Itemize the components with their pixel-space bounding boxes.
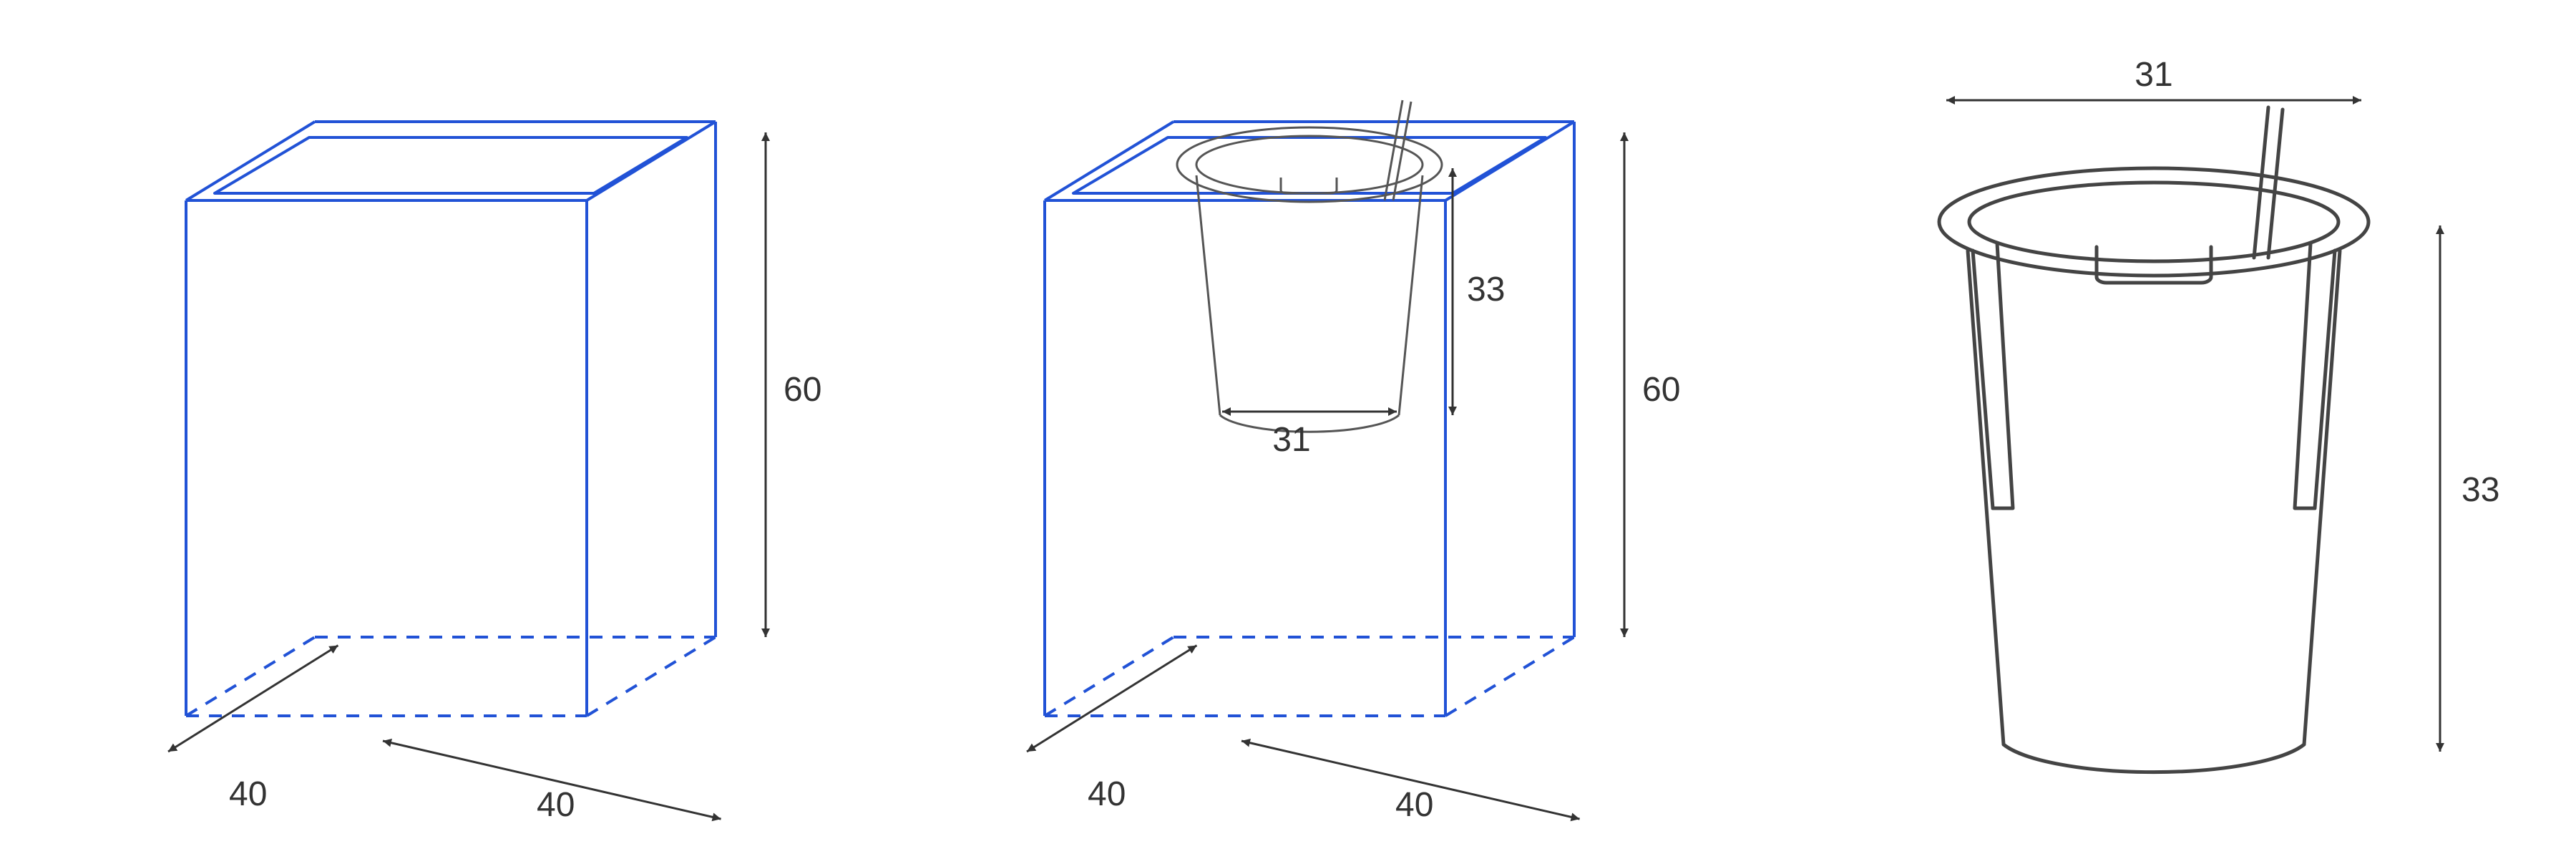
- diagram-canvas: 60 40 40: [0, 0, 2576, 859]
- dim-width: 40: [383, 741, 721, 824]
- view-cube-with-insert: 33 31 60 40 40: [1027, 100, 1680, 824]
- dim-width-2: 40: [1241, 741, 1580, 824]
- dim-height-2: 60: [1624, 132, 1680, 637]
- dim-height: 60: [766, 132, 821, 637]
- dim-height-label: 60: [784, 371, 821, 409]
- dim-insert-diameter-label: 31: [1272, 421, 1310, 459]
- dim-width-label: 40: [537, 786, 575, 824]
- dim-depth-label: 40: [229, 775, 267, 813]
- view-cube-plain: 60 40 40: [168, 122, 821, 824]
- view-pot-detail: 31 33: [1939, 56, 2499, 772]
- dim-pot-height: 33: [2440, 225, 2499, 752]
- dim-width-label-2: 40: [1395, 786, 1433, 824]
- inner-pot: [1177, 100, 1453, 432]
- dim-height-label-2: 60: [1642, 371, 1680, 409]
- dim-depth-label-2: 40: [1088, 775, 1126, 813]
- diagram-svg: 60 40 40: [0, 0, 2576, 859]
- dim-pot-height-label: 33: [2462, 471, 2499, 509]
- dim-pot-diameter: 31: [1946, 56, 2361, 100]
- dim-depth-2: 40: [1027, 646, 1196, 813]
- dim-pot-diameter-label: 31: [2135, 56, 2172, 94]
- dim-insert-height-label: 33: [1467, 271, 1505, 309]
- dim-depth: 40: [168, 646, 338, 813]
